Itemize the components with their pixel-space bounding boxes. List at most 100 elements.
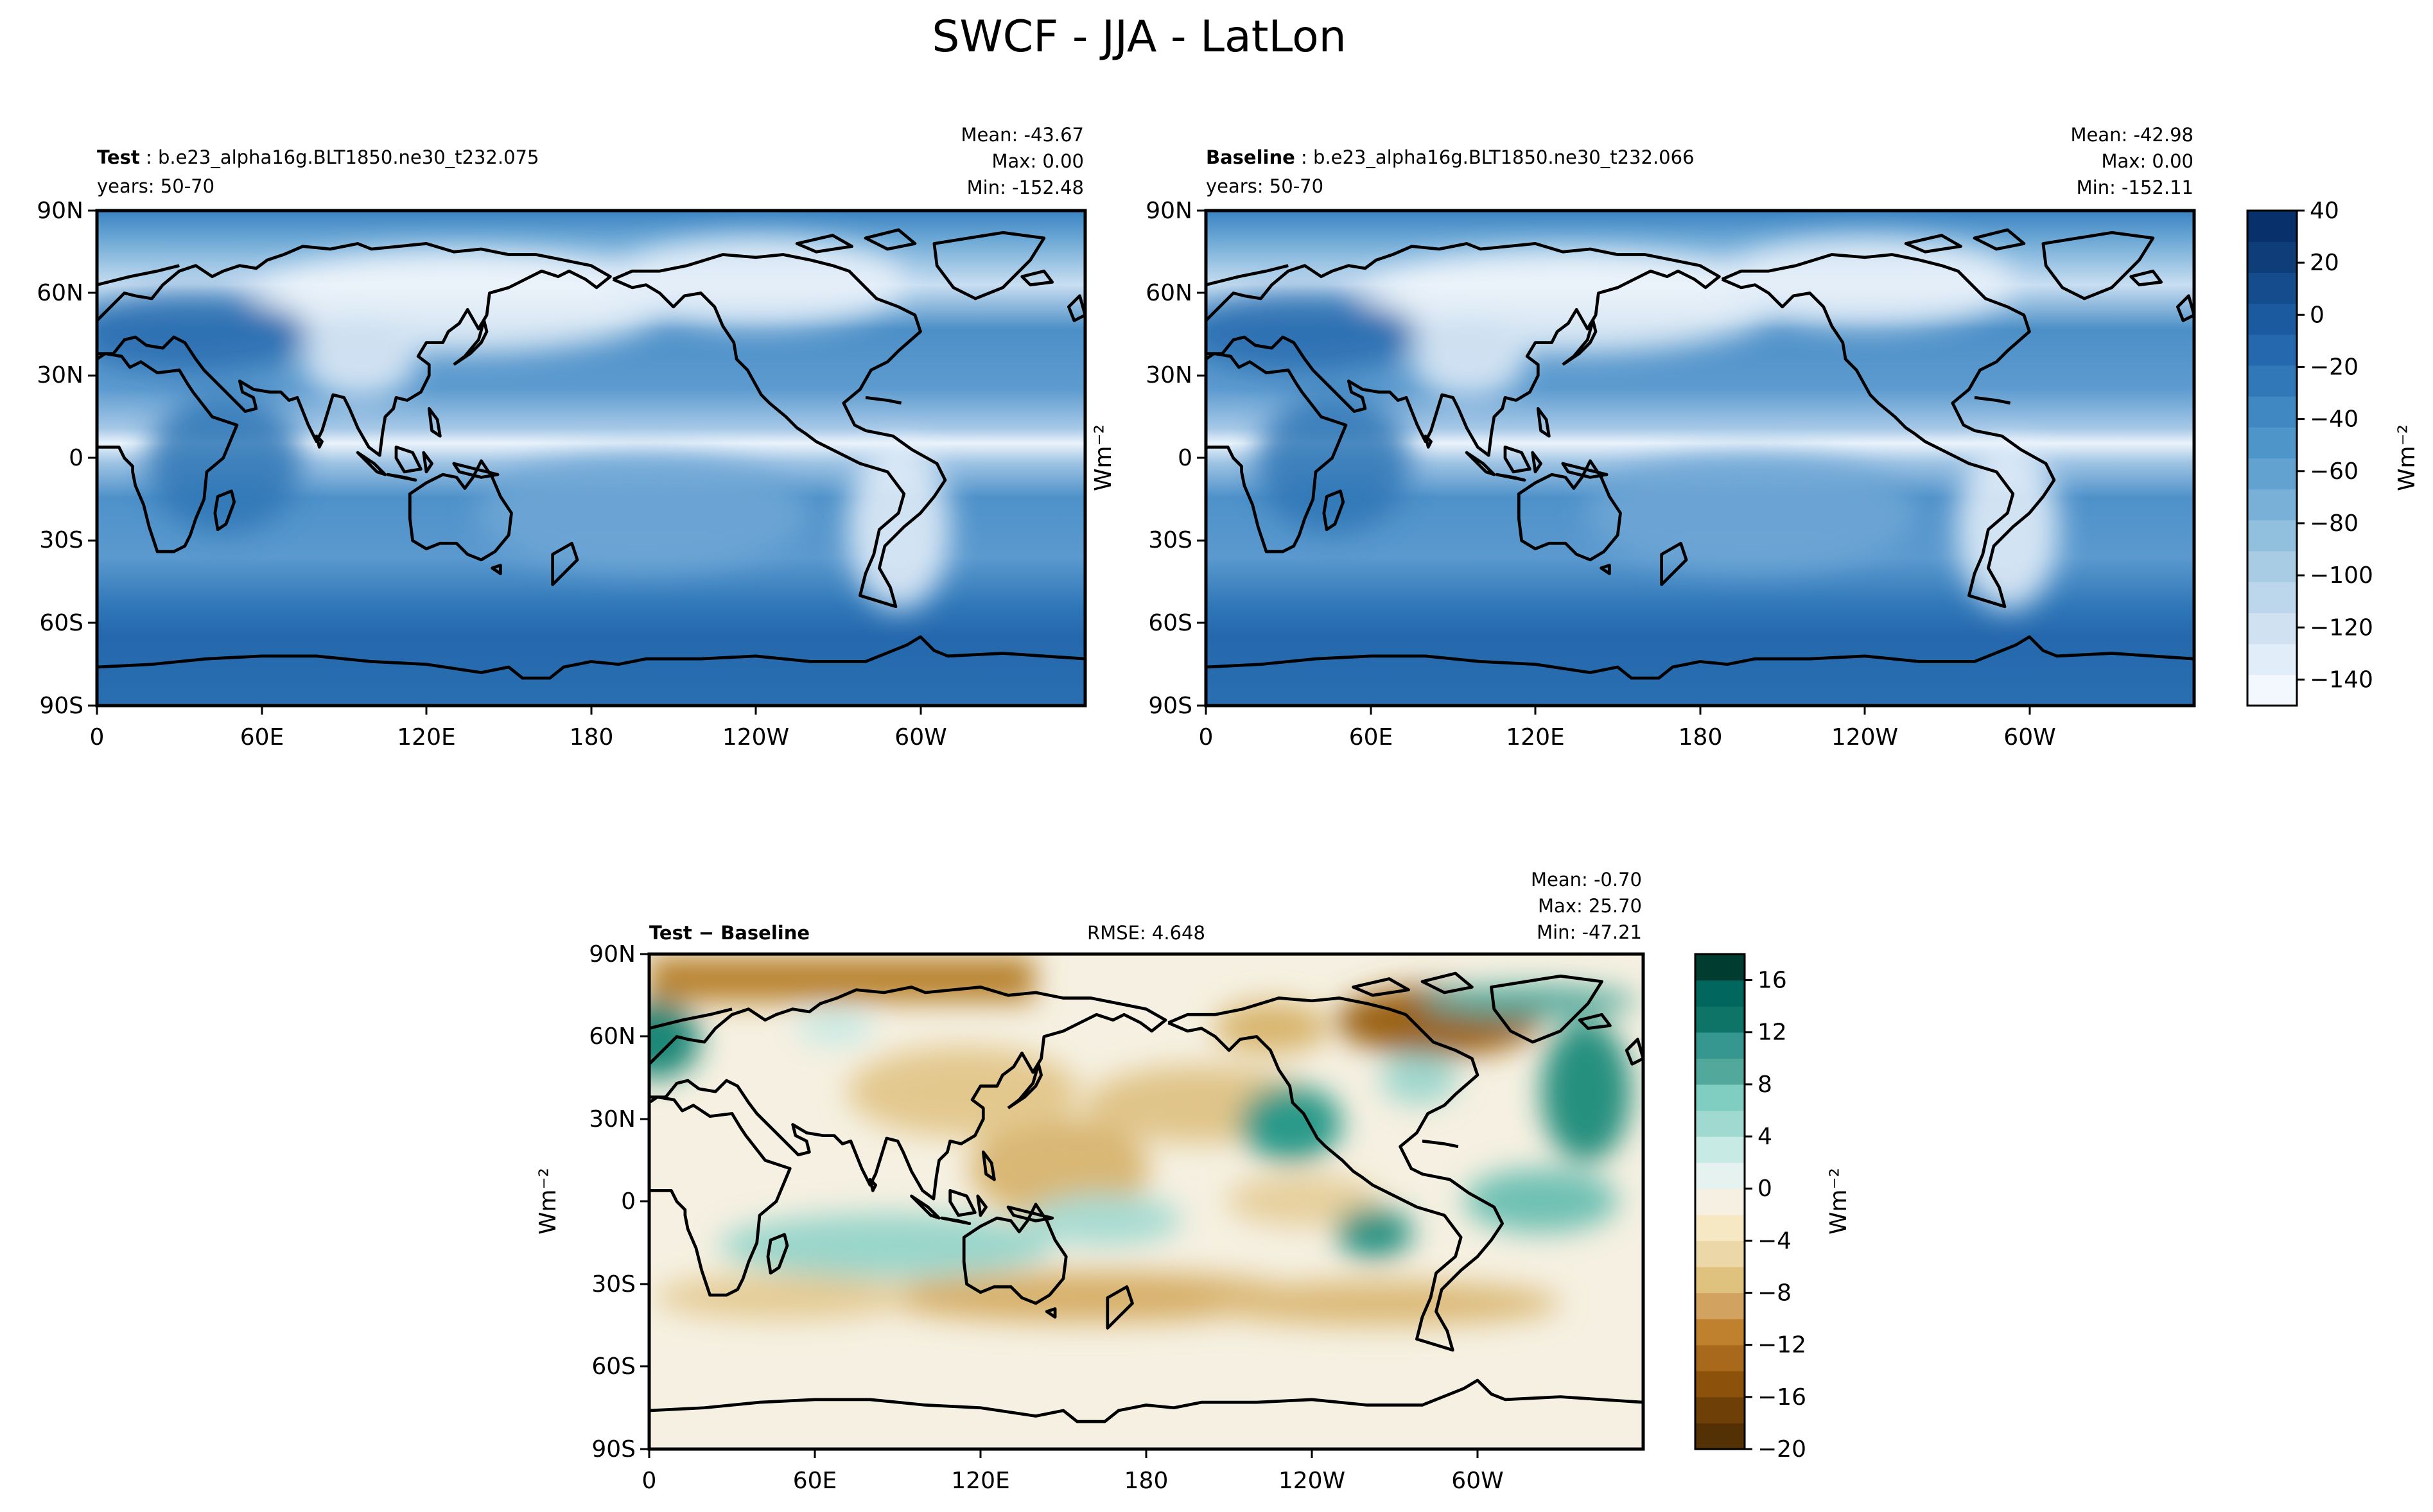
diff-lat-tick: 90N	[589, 941, 636, 968]
diff-colorbar-label: Wm⁻²	[1826, 1168, 1852, 1235]
top-colorbar-band	[2247, 272, 2297, 304]
diff-lat-tick: 60N	[589, 1023, 636, 1050]
test-lon-tick: 120E	[397, 724, 455, 751]
baseline-stat-min: Min: -152.11	[2077, 177, 2193, 198]
test-map-field	[97, 211, 1085, 706]
top-colorbar-band	[2247, 303, 2297, 335]
top-colorbar-tick-label: −100	[2310, 562, 2373, 589]
diff-colorbar-band	[1695, 1266, 1745, 1294]
test-lat-tick: 60N	[37, 280, 83, 306]
test-lat-tick: 0	[69, 445, 83, 471]
diff-lon-tick: 60W	[1451, 1468, 1503, 1494]
diff-colorbar-band	[1695, 1344, 1745, 1371]
top-colorbar: 40 20 0 −20 −40 −60 −80 −100 −120 −140 Wm⁻²	[2246, 198, 2420, 707]
diff-colorbar-tick-label: 8	[1757, 1072, 1772, 1098]
top-colorbar-tick-label: 40	[2310, 198, 2339, 224]
top-colorbar-bands	[2247, 211, 2297, 706]
test-panel: Test : b.e23_alpha16g.BLT1850.ne30_t232.…	[37, 124, 1117, 751]
diff-colorbar-band	[1695, 954, 1745, 981]
top-colorbar-band	[2247, 365, 2297, 397]
diff-colorbar-tick-label: −8	[1757, 1280, 1792, 1307]
top-colorbar-ticks: 40 20 0 −20 −40 −60 −80 −100 −120 −140	[2297, 198, 2373, 693]
diff-lon-tick: 60E	[793, 1468, 837, 1494]
top-colorbar-tick-label: −80	[2310, 510, 2359, 537]
diff-colorbar-band	[1695, 1214, 1745, 1241]
diff-colorbar-band	[1695, 1032, 1745, 1059]
top-colorbar-label: Wm⁻²	[2394, 424, 2420, 491]
diff-map-field	[649, 954, 1643, 1449]
baseline-lat-tick: 60N	[1146, 280, 1192, 306]
baseline-lat-tick: 90N	[1146, 198, 1192, 224]
diff-lat-tick: 60S	[591, 1353, 636, 1380]
top-colorbar-band	[2247, 643, 2297, 675]
diff-lat-axis: 90N 60N 30N 0 30S 60S 90S	[589, 941, 649, 1463]
test-years: years: 50-70	[97, 175, 214, 197]
diff-colorbar-band	[1695, 1006, 1745, 1033]
test-units-label: Wm⁻²	[1090, 424, 1117, 491]
test-lon-tick: 120W	[722, 724, 789, 751]
diff-colorbar-tick-label: −4	[1757, 1228, 1792, 1254]
diff-colorbar-band	[1695, 1371, 1745, 1398]
diff-colorbar-band	[1695, 1423, 1745, 1450]
diff-stat-max: Max: 25.70	[1538, 895, 1642, 917]
diff-stat-min: Min: -47.21	[1537, 921, 1642, 943]
diff-colorbar-band	[1695, 1110, 1745, 1137]
top-colorbar-tick-label: −20	[2310, 354, 2359, 380]
test-lon-tick: 60E	[240, 724, 284, 751]
diff-colorbar-band	[1695, 1136, 1745, 1163]
diff-colorbar: 16 12 8 4 0 −4 −8 −12 −16 −20 Wm⁻²	[1694, 953, 1852, 1463]
baseline-lat-tick: 60S	[1148, 610, 1192, 636]
top-colorbar-tick-label: −60	[2310, 458, 2359, 485]
baseline-label: Baseline : b.e23_alpha16g.BLT1850.ne30_t…	[1206, 146, 1695, 168]
diff-colorbar-tick-label: 12	[1757, 1020, 1787, 1046]
top-colorbar-band	[2247, 613, 2297, 645]
diff-colorbar-band	[1695, 1240, 1745, 1267]
top-colorbar-band	[2247, 489, 2297, 521]
top-colorbar-band	[2247, 396, 2297, 428]
test-stat-mean: Mean: -43.67	[961, 124, 1085, 146]
baseline-lon-tick: 180	[1679, 724, 1723, 751]
diff-lon-tick: 0	[642, 1468, 657, 1494]
test-lat-tick: 30N	[37, 362, 83, 388]
diff-colorbar-band	[1695, 1188, 1745, 1215]
diff-colorbar-bands	[1695, 954, 1745, 1450]
diff-lon-tick: 120W	[1278, 1468, 1345, 1494]
test-stat-min: Min: -152.48	[967, 177, 1084, 198]
baseline-lat-tick: 30S	[1148, 527, 1192, 553]
baseline-lon-tick: 120E	[1506, 724, 1564, 751]
diff-colorbar-frame	[1694, 953, 1746, 1450]
diff-colorbar-band	[1695, 980, 1745, 1007]
diff-units-label: Wm⁻²	[535, 1168, 561, 1235]
diff-lat-tick: 30N	[589, 1106, 636, 1133]
diff-colorbar-band	[1695, 1396, 1745, 1424]
top-colorbar-tick-label: 20	[2310, 250, 2339, 276]
diff-lon-axis: 0 60E 120E 180 120W 60W	[642, 1449, 1504, 1494]
baseline-lat-tick: 90S	[1148, 693, 1192, 719]
diff-lat-tick: 30S	[591, 1271, 636, 1298]
diff-colorbar-tick-label: 4	[1757, 1124, 1772, 1150]
top-colorbar-band	[2247, 241, 2297, 273]
test-stat-max: Max: 0.00	[991, 150, 1084, 172]
baseline-map-field	[1206, 211, 2194, 706]
top-colorbar-band	[2247, 519, 2297, 552]
diff-colorbar-band	[1695, 1162, 1745, 1189]
baseline-lon-tick: 60E	[1349, 724, 1393, 751]
baseline-stat-mean: Mean: -42.98	[2071, 124, 2194, 146]
baseline-lat-tick: 0	[1178, 445, 1192, 471]
baseline-lat-tick: 30N	[1146, 362, 1192, 388]
test-lon-tick: 180	[570, 724, 614, 751]
baseline-years: years: 50-70	[1206, 175, 1323, 197]
test-lon-tick: 0	[90, 724, 105, 751]
test-lat-tick: 90S	[39, 693, 83, 719]
top-colorbar-frame	[2246, 209, 2298, 707]
test-label: Test : b.e23_alpha16g.BLT1850.ne30_t232.…	[97, 146, 539, 168]
diff-title: Test − Baseline	[649, 922, 810, 944]
top-colorbar-tick-label: −40	[2310, 406, 2359, 433]
diff-rmse: RMSE: 4.648	[1087, 922, 1205, 944]
diff-colorbar-tick-label: −20	[1757, 1436, 1806, 1463]
top-colorbar-band	[2247, 427, 2297, 459]
top-colorbar-band	[2247, 334, 2297, 366]
diff-lon-tick: 120E	[951, 1468, 1009, 1494]
figure-title: SWCF - JJA - LatLon	[932, 12, 1347, 62]
